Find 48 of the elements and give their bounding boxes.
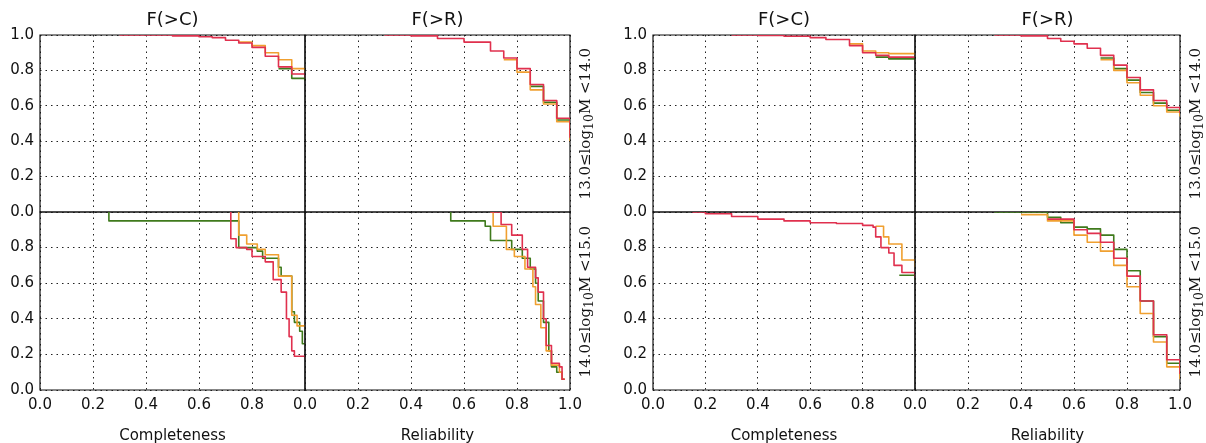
y-tick-label: 0.4 <box>10 131 34 150</box>
x-tick-label: 0.2 <box>956 394 980 413</box>
y-tick-label: 0.0 <box>10 201 34 220</box>
x-tick-label: 0.6 <box>452 394 476 413</box>
y-tick-label: 0.2 <box>623 166 647 185</box>
y-tick-label: 0.8 <box>623 237 647 256</box>
y-tick-label: 0.2 <box>623 344 647 363</box>
y-tick-label: 0.4 <box>10 308 34 327</box>
x-tick-label: 1.0 <box>1168 394 1192 413</box>
x-tick-label: 0.8 <box>850 394 875 413</box>
x-axis-title: Reliability <box>400 425 475 443</box>
x-tick-label: 0.6 <box>187 394 211 413</box>
y-tick-label: 0.4 <box>623 308 647 327</box>
x-tick-label: 0.6 <box>1062 394 1086 413</box>
x-tick-label: 0.2 <box>81 394 105 413</box>
chart-title: F(>R) <box>1021 7 1074 29</box>
y-tick-label: 0.6 <box>10 273 34 292</box>
y-tick-label: 0.6 <box>10 95 34 114</box>
x-tick-label: 0.0 <box>293 394 317 413</box>
y-tick-label: 0.4 <box>623 131 647 150</box>
x-tick-label: 0.8 <box>1115 394 1139 413</box>
y-tick-label: 1.0 <box>10 24 34 43</box>
y-tick-label: 0.6 <box>623 95 647 114</box>
y-tick-label: 0.2 <box>10 344 34 363</box>
x-tick-label: 0.4 <box>745 394 770 413</box>
x-tick-label: 0.8 <box>505 394 529 413</box>
y-tick-label: 0.8 <box>623 60 647 79</box>
x-tick-label: 0.4 <box>399 394 423 413</box>
x-axis-title: Completeness <box>730 425 838 443</box>
x-tick-label: 0.2 <box>346 394 370 413</box>
x-tick-label: 0.0 <box>903 394 927 413</box>
y-tick-label: 0.0 <box>623 201 647 220</box>
y-tick-label: 0.8 <box>10 60 34 79</box>
y-tick-label: 0.6 <box>623 273 647 292</box>
chart-title: F(>C) <box>146 7 199 29</box>
y-tick-label: 1.0 <box>623 24 647 43</box>
chart-title: F(>R) <box>411 7 464 29</box>
y-tick-label: 0.8 <box>10 237 34 256</box>
x-tick-label: 0.4 <box>134 394 158 413</box>
x-tick-label: 1.0 <box>558 394 582 413</box>
chart-title: F(>C) <box>757 7 811 29</box>
x-tick-label: 0.8 <box>240 394 264 413</box>
x-tick-label: 0.2 <box>693 394 718 413</box>
x-axis-title: Reliability <box>1010 425 1085 443</box>
y-tick-label: 0.2 <box>10 166 34 185</box>
x-tick-label: 0.6 <box>798 394 823 413</box>
x-tick-label: 0.4 <box>1009 394 1033 413</box>
x-axis-title: Completeness <box>119 425 227 443</box>
